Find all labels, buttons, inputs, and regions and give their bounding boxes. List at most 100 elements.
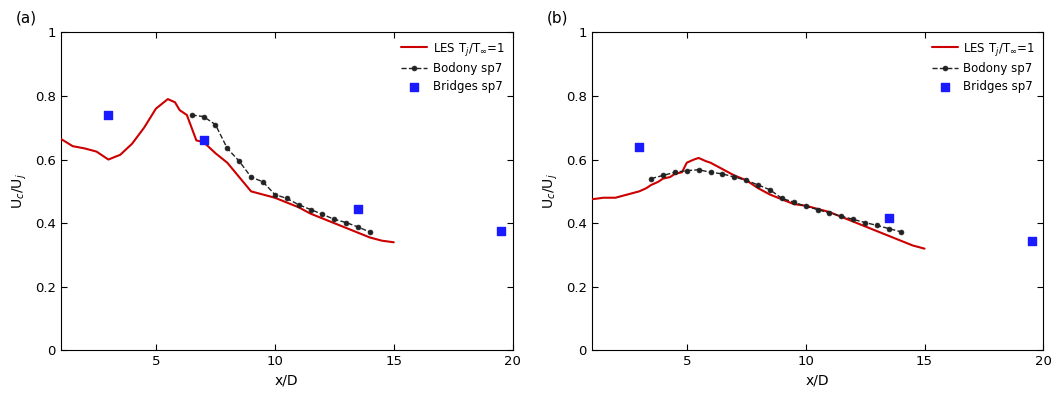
Bodony sp7: [799, 204, 812, 209]
LES T$_j$/T$_{\infty}$=1: [763, 192, 776, 197]
LES T$_j$/T$_{\infty}$=1: [776, 197, 789, 202]
LES T$_j$/T$_{\infty}$=1: [859, 224, 872, 229]
Bodony sp7: [763, 188, 776, 192]
LES T$_j$/T$_{\infty}$=1: [752, 186, 764, 191]
Bodony sp7: [882, 226, 895, 231]
Bodony sp7: [292, 202, 305, 207]
Bodony sp7: [269, 192, 282, 197]
Bodony sp7: [823, 211, 836, 215]
LES T$_j$/T$_{\infty}$=1: [597, 196, 610, 200]
LES T$_j$/T$_{\infty}$=1: [352, 230, 365, 235]
LES T$_j$/T$_{\infty}$=1: [669, 172, 681, 176]
Bodony sp7: [304, 207, 317, 212]
LES T$_j$/T$_{\infty}$=1: [292, 205, 305, 209]
Bridges sp7: [880, 215, 897, 221]
LES T$_j$/T$_{\infty}$=1: [871, 229, 883, 233]
Bodony sp7: [185, 113, 198, 117]
LES T$_j$/T$_{\infty}$=1: [632, 189, 645, 194]
X-axis label: x/D: x/D: [806, 374, 829, 388]
LES T$_j$/T$_{\infty}$=1: [269, 196, 282, 200]
LES T$_j$/T$_{\infty}$=1: [327, 221, 340, 225]
Bodony sp7: [871, 223, 883, 228]
Bodony sp7: [669, 170, 681, 175]
Bodony sp7: [327, 217, 340, 222]
LES T$_j$/T$_{\infty}$=1: [387, 240, 400, 245]
LES T$_j$/T$_{\infty}$=1: [54, 136, 67, 141]
Bridges sp7: [1023, 237, 1040, 244]
LES T$_j$/T$_{\infty}$=1: [375, 238, 388, 243]
Bodony sp7: [811, 207, 824, 212]
LES T$_j$/T$_{\infty}$=1: [728, 173, 741, 178]
Bodony sp7: [847, 217, 860, 222]
LES T$_j$/T$_{\infty}$=1: [79, 146, 91, 151]
LES T$_j$/T$_{\infty}$=1: [676, 170, 689, 175]
Bodony sp7: [776, 196, 789, 201]
LES T$_j$/T$_{\infty}$=1: [882, 233, 895, 238]
Bodony sp7: [244, 175, 257, 180]
LES T$_j$/T$_{\infty}$=1: [209, 151, 222, 156]
Bodony sp7: [209, 122, 222, 127]
LES T$_j$/T$_{\infty}$=1: [609, 196, 622, 200]
LES T$_j$/T$_{\infty}$=1: [162, 97, 174, 101]
Bodony sp7: [894, 229, 907, 234]
Bodony sp7: [340, 220, 353, 225]
Bodony sp7: [644, 176, 657, 181]
Bodony sp7: [221, 146, 234, 151]
LES T$_j$/T$_{\infty}$=1: [197, 140, 209, 144]
LES T$_j$/T$_{\infty}$=1: [704, 160, 716, 165]
LES T$_j$/T$_{\infty}$=1: [692, 156, 705, 160]
LES T$_j$/T$_{\infty}$=1: [788, 202, 800, 207]
LES T$_j$/T$_{\infty}$=1: [657, 176, 670, 181]
LES T$_j$/T$_{\infty}$=1: [90, 149, 103, 154]
LES T$_j$/T$_{\infty}$=1: [652, 180, 664, 184]
LES T$_j$/T$_{\infty}$=1: [173, 108, 186, 113]
LES T$_j$/T$_{\infty}$=1: [256, 192, 269, 197]
Bodony sp7: [728, 175, 741, 180]
LES T$_j$/T$_{\infty}$=1: [114, 152, 126, 157]
LES T$_j$/T$_{\infty}$=1: [364, 235, 376, 240]
LES T$_j$/T$_{\infty}$=1: [799, 203, 812, 208]
LES T$_j$/T$_{\infty}$=1: [316, 216, 328, 221]
Text: (b): (b): [546, 11, 568, 26]
Bridges sp7: [100, 112, 117, 118]
Bodony sp7: [834, 214, 847, 219]
LES T$_j$/T$_{\infty}$=1: [740, 178, 753, 183]
Y-axis label: U$_c$/U$_j$: U$_c$/U$_j$: [542, 174, 560, 209]
LES T$_j$/T$_{\infty}$=1: [834, 214, 847, 219]
LES T$_j$/T$_{\infty}$=1: [640, 186, 653, 191]
Bodony sp7: [692, 167, 705, 172]
LES T$_j$/T$_{\infty}$=1: [66, 144, 79, 148]
Bridges sp7: [492, 228, 509, 234]
LES T$_j$/T$_{\infty}$=1: [699, 159, 712, 164]
X-axis label: x/D: x/D: [275, 374, 299, 388]
LES T$_j$/T$_{\infty}$=1: [847, 219, 860, 224]
Bridges sp7: [350, 205, 367, 212]
LES T$_j$/T$_{\infty}$=1: [138, 125, 151, 130]
LES T$_j$/T$_{\infty}$=1: [304, 211, 317, 216]
LES T$_j$/T$_{\infty}$=1: [150, 106, 163, 111]
LES T$_j$/T$_{\infty}$=1: [102, 157, 115, 162]
Bodony sp7: [740, 178, 753, 183]
LES T$_j$/T$_{\infty}$=1: [894, 238, 907, 243]
LES T$_j$/T$_{\infty}$=1: [233, 175, 246, 180]
Text: (a): (a): [16, 11, 37, 26]
Bodony sp7: [233, 159, 246, 164]
Bodony sp7: [680, 168, 693, 173]
LES T$_j$/T$_{\infty}$=1: [688, 157, 701, 162]
LES T$_j$/T$_{\infty}$=1: [281, 200, 293, 205]
Bodony sp7: [788, 200, 800, 205]
Bodony sp7: [859, 220, 872, 225]
Line: LES T$_j$/T$_{\infty}$=1: LES T$_j$/T$_{\infty}$=1: [61, 99, 393, 242]
Bodony sp7: [256, 180, 269, 184]
Legend: LES T$_j$/T$_{\infty}$=1, Bodony sp7, Bridges sp7: LES T$_j$/T$_{\infty}$=1, Bodony sp7, Br…: [399, 38, 507, 95]
Y-axis label: U$_c$/U$_j$: U$_c$/U$_j$: [11, 174, 30, 209]
Line: LES T$_j$/T$_{\infty}$=1: LES T$_j$/T$_{\infty}$=1: [592, 158, 925, 249]
Bodony sp7: [316, 212, 328, 217]
Bodony sp7: [364, 230, 376, 235]
LES T$_j$/T$_{\infty}$=1: [811, 206, 824, 211]
LES T$_j$/T$_{\infty}$=1: [125, 141, 138, 146]
Bodony sp7: [281, 196, 293, 201]
LES T$_j$/T$_{\infty}$=1: [221, 160, 234, 165]
Bodony sp7: [704, 170, 716, 175]
LES T$_j$/T$_{\infty}$=1: [621, 192, 634, 197]
